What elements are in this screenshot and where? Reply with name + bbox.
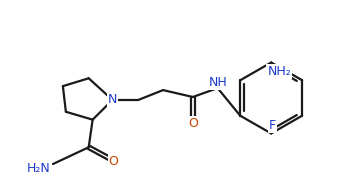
Text: H₂N: H₂N bbox=[27, 163, 51, 175]
Text: F: F bbox=[269, 119, 276, 132]
Text: O: O bbox=[109, 155, 118, 168]
Text: N: N bbox=[108, 93, 117, 107]
Text: NH: NH bbox=[208, 76, 227, 89]
Text: NH₂: NH₂ bbox=[267, 65, 291, 78]
Text: O: O bbox=[188, 117, 198, 130]
